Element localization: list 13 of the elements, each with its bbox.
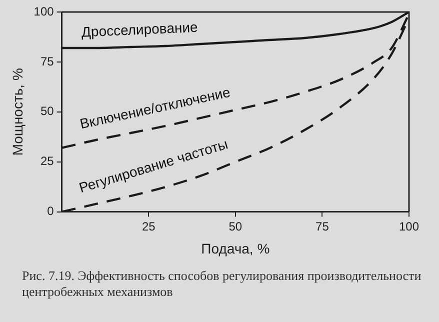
x-axis-title: Подача, % [201, 240, 270, 256]
x-tick-label: 75 [316, 219, 330, 234]
text: Рис. 7.19. Эффективность способов регулирования производительности центробежных механизмов [22, 268, 422, 300]
y-tick-label: 50 [40, 104, 54, 118]
y-tick-label: 100 [34, 4, 54, 18]
y-tick-label: 75 [40, 54, 54, 68]
series-label: Дросселирование [81, 18, 198, 40]
x-tick-label: 25 [142, 219, 156, 234]
y-axis-title: Мощность, % [9, 68, 26, 156]
x-tick-label: 50 [228, 219, 242, 234]
y-tick-label: 25 [40, 154, 54, 168]
x-tick-label: 100 [398, 219, 420, 234]
y-tick-label: 0 [47, 204, 54, 218]
